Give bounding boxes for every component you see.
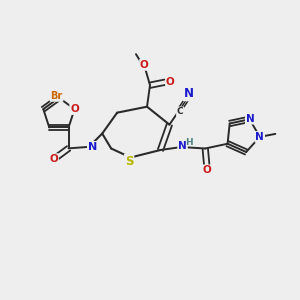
Text: S: S xyxy=(125,154,133,167)
Text: N: N xyxy=(246,114,255,124)
Text: O: O xyxy=(203,165,212,175)
Text: O: O xyxy=(140,60,149,70)
Text: O: O xyxy=(70,104,79,114)
Text: N: N xyxy=(255,132,264,142)
Text: O: O xyxy=(166,76,175,87)
Text: H: H xyxy=(185,138,193,147)
Text: Br: Br xyxy=(50,91,63,101)
Text: C: C xyxy=(177,107,184,116)
Text: N: N xyxy=(178,141,187,152)
Text: N: N xyxy=(88,142,97,152)
Text: N: N xyxy=(184,87,194,101)
Text: O: O xyxy=(49,154,58,164)
